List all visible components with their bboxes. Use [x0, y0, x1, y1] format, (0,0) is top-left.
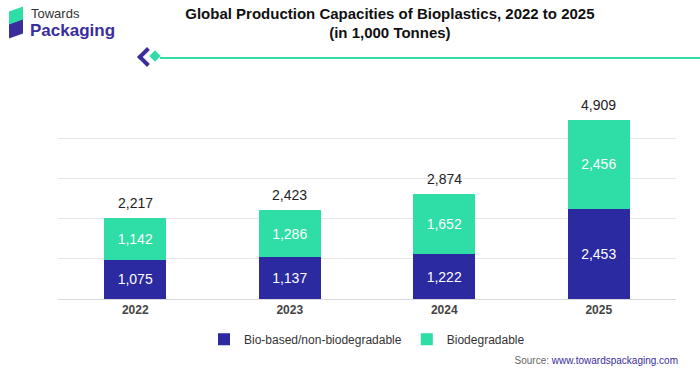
svg-text:2,423: 2,423 [272, 187, 307, 203]
svg-text:2025: 2025 [585, 303, 612, 317]
svg-text:1,222: 1,222 [427, 269, 462, 285]
svg-text:1,652: 1,652 [427, 216, 462, 232]
svg-text:4,909: 4,909 [581, 97, 616, 113]
html-text:Source: www.towardspackaging.c: Source: www.towardspackaging.com [514, 355, 678, 366]
svg-text:2,217: 2,217 [118, 195, 153, 211]
svg-text:1,137: 1,137 [272, 270, 307, 286]
svg-text:2,874: 2,874 [427, 171, 462, 187]
svg-text:Global Production Capacities o: Global Production Capacities of Bioplast… [185, 5, 594, 42]
html-text:Packaging: Packaging [30, 21, 115, 40]
html-text:Towards: Towards [31, 6, 80, 21]
svg-text:2,456: 2,456 [581, 156, 616, 172]
svg-text:2023: 2023 [276, 303, 303, 317]
svg-text:1,142: 1,142 [118, 231, 153, 247]
svg-text:1,075: 1,075 [118, 271, 153, 287]
svg-text:1,286: 1,286 [272, 226, 307, 242]
svg-text:Bio-based/non-biodegradable: Bio-based/non-biodegradable [244, 333, 402, 347]
svg-text:Biodegradable: Biodegradable [447, 333, 525, 347]
svg-text:2024: 2024 [431, 303, 458, 317]
svg-text:2,453: 2,453 [581, 246, 616, 262]
svg-text:2022: 2022 [122, 303, 149, 317]
